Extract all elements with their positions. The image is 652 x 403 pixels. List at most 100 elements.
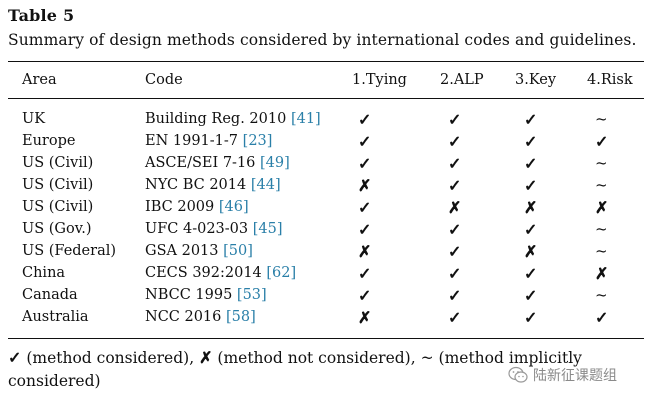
cell-m4: ✗ xyxy=(587,196,644,218)
check-icon: ✓ xyxy=(448,307,462,327)
cell-area: US (Civil) xyxy=(22,155,94,171)
cell-code: NYC BC 2014 [44] xyxy=(145,174,352,196)
cross-icon: ✗ xyxy=(358,175,372,195)
cross-icon: ✗ xyxy=(199,348,213,367)
reference-link[interactable]: [41] xyxy=(290,111,321,127)
cell-m2: ✓ xyxy=(440,306,515,328)
reference-link[interactable]: [23] xyxy=(242,133,273,149)
code-name: Building Reg. 2010 xyxy=(145,111,287,127)
watermark: 陆新征课题组 xyxy=(508,363,617,387)
header-area: Area xyxy=(22,72,57,88)
table-row: US (Gov.) UFC 4-023-03 [45] ✓ ✓ ✓ ~ xyxy=(8,218,644,240)
cell-m1: ✓ xyxy=(352,98,440,130)
footnote-no-text: (method not considered), xyxy=(212,349,421,367)
header-risk: 4.Risk xyxy=(587,72,633,88)
reference-link[interactable]: [53] xyxy=(236,287,267,303)
check-icon: ✓ xyxy=(8,348,22,367)
cell-m1: ✓ xyxy=(352,152,440,174)
cross-icon: ✗ xyxy=(524,241,538,261)
cell-m2: ✓ xyxy=(440,130,515,152)
code-name: UFC 4-023-03 xyxy=(145,221,249,237)
wechat-icon xyxy=(508,366,528,383)
reference-link[interactable]: [58] xyxy=(226,309,256,325)
cell-m3: ✓ xyxy=(515,306,587,328)
cross-icon: ✗ xyxy=(358,241,372,261)
check-icon: ✓ xyxy=(524,131,538,151)
watermark-text: 陆新征课题组 xyxy=(533,368,617,384)
cross-icon: ✗ xyxy=(448,197,462,217)
footnote-implicit-text: (method implicitly considered) xyxy=(8,349,582,390)
reference-link[interactable]: [44] xyxy=(250,177,281,193)
tilde-icon: ~ xyxy=(595,220,608,238)
cell-m1: ✓ xyxy=(352,218,440,240)
cell-m4: ~ xyxy=(587,218,644,240)
header-alp: 2.ALP xyxy=(440,72,484,88)
cell-code: UFC 4-023-03 [45] xyxy=(145,218,352,240)
check-icon: ✓ xyxy=(358,285,372,305)
bottom-rule xyxy=(8,338,644,339)
cell-code: IBC 2009 [46] xyxy=(145,196,352,218)
cell-code: NBCC 1995 [53] xyxy=(145,284,352,306)
cell-m3: ✓ xyxy=(515,98,587,130)
cell-code: CECS 392:2014 [62] xyxy=(145,262,352,284)
reference-link[interactable]: [45] xyxy=(252,221,283,237)
cell-m1: ✓ xyxy=(352,284,440,306)
table-label: Table 5 xyxy=(8,6,75,25)
cell-m1: ✓ xyxy=(352,196,440,218)
cell-m3: ✗ xyxy=(515,196,587,218)
code-name: ASCE/SEI 7-16 xyxy=(145,155,256,171)
cell-m4: ~ xyxy=(587,240,644,262)
cell-m3: ✓ xyxy=(515,218,587,240)
table-row: US (Civil) IBC 2009 [46] ✓ ✗ ✗ ✗ xyxy=(8,196,644,218)
tilde-icon: ~ xyxy=(595,154,608,172)
tilde-icon: ~ xyxy=(595,176,608,194)
cell-area: US (Civil) xyxy=(22,199,94,215)
table-row: US (Federal) GSA 2013 [50] ✗ ✓ ✗ ~ xyxy=(8,240,644,262)
cell-m2: ✓ xyxy=(440,98,515,130)
tilde-icon: ~ xyxy=(420,349,434,367)
tilde-icon: ~ xyxy=(595,286,608,304)
reference-link[interactable]: [46] xyxy=(218,199,249,215)
table-row: Australia NCC 2016 [58] ✗ ✓ ✓ ✓ xyxy=(8,306,644,328)
top-rule xyxy=(8,61,644,62)
check-icon: ✓ xyxy=(448,285,462,305)
reference-link[interactable]: [49] xyxy=(260,155,290,171)
cell-m1: ✗ xyxy=(352,306,440,328)
table-row: US (Civil) ASCE/SEI 7-16 [49] ✓ ✓ ✓ ~ xyxy=(8,152,644,174)
code-name: GSA 2013 xyxy=(145,243,219,259)
tilde-icon: ~ xyxy=(595,242,608,260)
cell-m4: ✗ xyxy=(587,262,644,284)
check-icon: ✓ xyxy=(595,307,609,327)
check-icon: ✓ xyxy=(358,153,372,173)
table-row: UK Building Reg. 2010 [41] ✓ ✓ ✓ ~ xyxy=(8,98,644,130)
header-tying: 1.Tying xyxy=(352,72,407,88)
code-name: IBC 2009 xyxy=(145,199,215,215)
cell-area: UK xyxy=(22,111,46,127)
reference-link[interactable]: [50] xyxy=(223,243,253,259)
cell-code: GSA 2013 [50] xyxy=(145,240,352,262)
cell-m4: ✓ xyxy=(587,130,644,152)
cell-code: NCC 2016 [58] xyxy=(145,306,352,328)
header-code: Code xyxy=(145,72,183,88)
code-name: NCC 2016 xyxy=(145,309,222,325)
check-icon: ✓ xyxy=(448,109,462,129)
reference-link[interactable]: [62] xyxy=(266,265,297,281)
check-icon: ✓ xyxy=(358,131,372,151)
check-icon: ✓ xyxy=(358,197,372,217)
cell-m2: ✓ xyxy=(440,240,515,262)
summary-table: Area Code 1.Tying 2.ALP 3.Key 4.Risk UK B… xyxy=(8,62,644,328)
check-icon: ✓ xyxy=(595,131,609,151)
check-icon: ✓ xyxy=(448,153,462,173)
cell-m1: ✓ xyxy=(352,262,440,284)
check-icon: ✓ xyxy=(448,241,462,261)
cell-m3: ✓ xyxy=(515,130,587,152)
check-icon: ✓ xyxy=(524,219,538,239)
cell-m2: ✓ xyxy=(440,174,515,196)
code-name: NBCC 1995 xyxy=(145,287,233,303)
code-name: CECS 392:2014 xyxy=(145,265,262,281)
table-row: Canada NBCC 1995 [53] ✓ ✓ ✓ ~ xyxy=(8,284,644,306)
cell-m3: ✓ xyxy=(515,262,587,284)
check-icon: ✓ xyxy=(524,109,538,129)
check-icon: ✓ xyxy=(358,109,372,129)
cell-m3: ✓ xyxy=(515,284,587,306)
